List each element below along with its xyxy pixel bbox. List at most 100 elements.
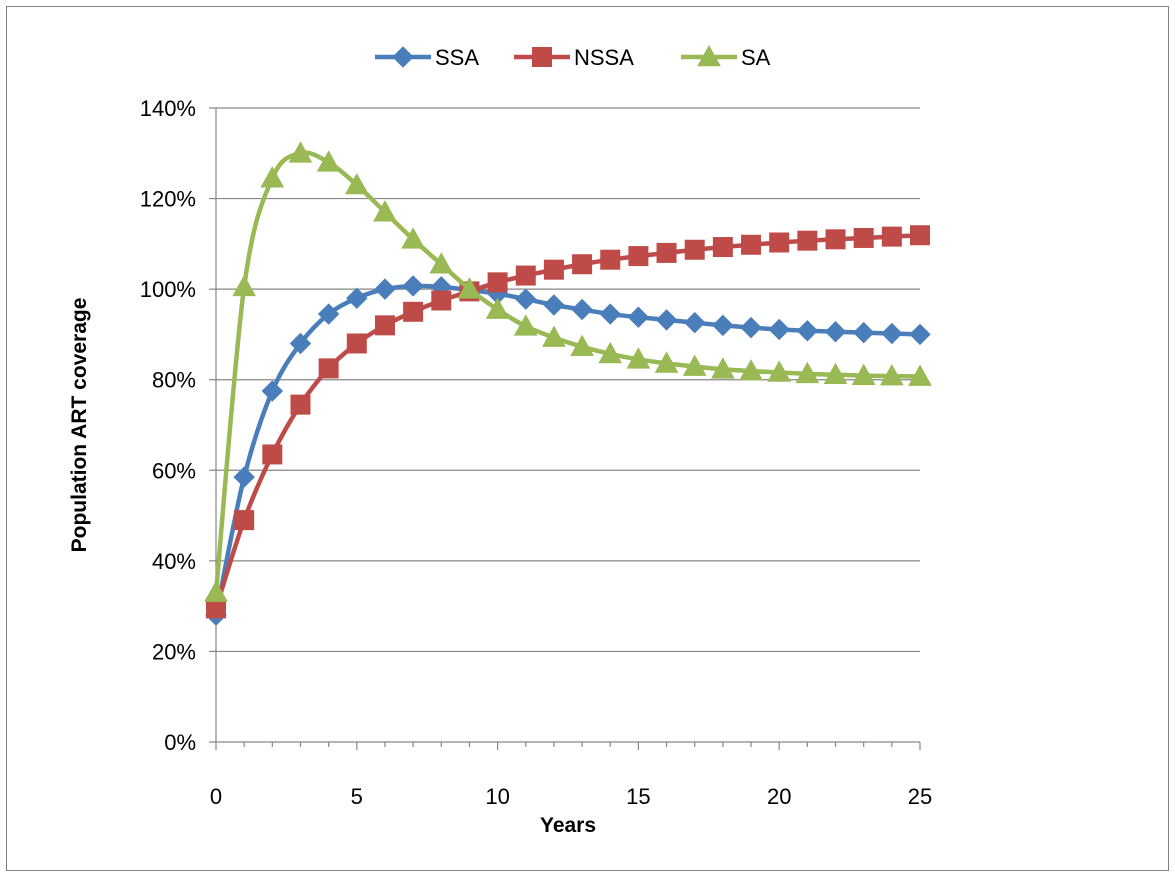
y-tick-label: 0%: [164, 730, 196, 755]
series-line-ssa: [213, 283, 921, 616]
data-point-nssa: [825, 229, 846, 250]
data-point-sa: [232, 274, 257, 297]
y-tick-label: 20%: [152, 639, 196, 664]
data-point-sa: [851, 363, 876, 385]
data-point-nssa: [910, 225, 930, 246]
x-tick-label: 10: [485, 784, 509, 809]
x-tick-label: 5: [351, 784, 363, 809]
data-point-sa: [513, 314, 538, 336]
data-point-sa: [626, 347, 651, 369]
data-point-ssa: [852, 321, 875, 344]
y-tick-label: 60%: [152, 458, 196, 483]
x-tick-label: 25: [908, 784, 932, 809]
data-point-ssa: [599, 303, 621, 325]
data-point-ssa: [261, 380, 284, 402]
legend-label-ssa: SSA: [435, 45, 479, 70]
data-point-sa: [401, 227, 425, 249]
x-tick-label: 0: [210, 784, 222, 809]
data-point-nssa: [543, 259, 564, 280]
data-point-nssa: [881, 226, 902, 247]
data-point-ssa: [346, 287, 368, 309]
data-point-nssa: [572, 254, 593, 275]
legend: SSA NSSA SA: [375, 44, 771, 70]
data-point-ssa: [796, 320, 819, 342]
data-point-nssa: [628, 246, 649, 267]
data-point-ssa: [543, 294, 565, 316]
data-point-nssa: [684, 239, 705, 260]
data-point-nssa: [797, 230, 818, 251]
data-point-ssa: [571, 298, 593, 321]
y-tick-label: 80%: [152, 368, 196, 393]
x-tick-label: 15: [626, 784, 650, 809]
data-point-ssa: [627, 306, 650, 328]
data-point-nssa: [290, 394, 311, 415]
data-point-nssa: [346, 333, 367, 354]
data-point-nssa: [853, 227, 874, 248]
data-point-sa: [485, 297, 510, 319]
data-point-sa: [542, 325, 566, 347]
y-tick-label: 40%: [152, 549, 196, 574]
legend-marker-ssa: [392, 46, 414, 68]
data-point-ssa: [768, 318, 790, 341]
data-point-sa: [316, 150, 341, 172]
data-point-ssa: [233, 466, 255, 488]
axes: 0% 20% 40% 60% 80% 100% 120% 140% 0 5 10 15 20 25: [140, 96, 933, 809]
data-point-nssa: [234, 510, 255, 531]
legend-marker-nssa: [532, 47, 552, 67]
legend-item-ssa: SSA: [375, 45, 479, 70]
data-point-sa: [288, 141, 313, 163]
data-point-sa: [908, 364, 932, 386]
data-point-ssa: [317, 303, 340, 325]
data-point-sa: [204, 580, 228, 602]
data-point-ssa: [824, 321, 847, 343]
data-point-nssa: [656, 242, 677, 263]
y-tick-label: 140%: [140, 96, 196, 121]
series-nssa: [206, 225, 930, 619]
data-point-nssa: [431, 290, 452, 311]
legend-item-nssa: NSSA: [514, 45, 634, 70]
data-point-sa: [795, 361, 820, 384]
legend-marker-sa: [697, 44, 721, 67]
data-point-nssa: [741, 234, 762, 255]
data-point-sa: [570, 334, 594, 356]
data-point-ssa: [515, 288, 537, 310]
x-axis-title: Years: [540, 814, 596, 837]
x-tick-label: 20: [767, 784, 791, 809]
legend-label-nssa: NSSA: [574, 45, 634, 70]
data-point-nssa: [487, 272, 508, 293]
data-point-ssa: [289, 332, 312, 355]
data-point-ssa: [684, 311, 706, 334]
data-point-sa: [344, 172, 369, 195]
data-point-nssa: [515, 265, 536, 286]
y-tick-label: 120%: [140, 187, 196, 212]
legend-item-sa: SA: [681, 44, 771, 70]
data-point-nssa: [600, 249, 621, 270]
data-point-sa: [879, 364, 904, 386]
data-point-nssa: [769, 232, 790, 253]
y-tick-label: 100%: [140, 277, 196, 302]
data-point-sa: [682, 354, 707, 376]
data-point-sa: [457, 277, 482, 299]
data-point-sa: [373, 200, 397, 222]
grid-lines: [216, 107, 920, 653]
data-point-ssa: [740, 316, 762, 339]
series-line-nssa: [213, 233, 921, 610]
data-point-nssa: [318, 358, 339, 379]
data-point-ssa: [909, 323, 931, 346]
data-point-nssa: [403, 301, 424, 322]
data-point-ssa: [712, 314, 734, 337]
series-ssa: [205, 275, 931, 626]
data-point-sa: [429, 252, 454, 274]
chart-frame: [6, 6, 1169, 871]
y-axis-title: Population ART coverage: [68, 298, 91, 553]
data-point-sa: [654, 351, 679, 373]
data-point-ssa: [402, 275, 424, 297]
series-sa: [204, 141, 932, 602]
data-point-nssa: [374, 315, 395, 336]
data-point-sa: [260, 166, 285, 188]
data-point-nssa: [262, 444, 283, 465]
data-point-sa: [739, 359, 763, 381]
series-layer: [204, 141, 932, 626]
legend-label-sa: SA: [741, 45, 771, 70]
